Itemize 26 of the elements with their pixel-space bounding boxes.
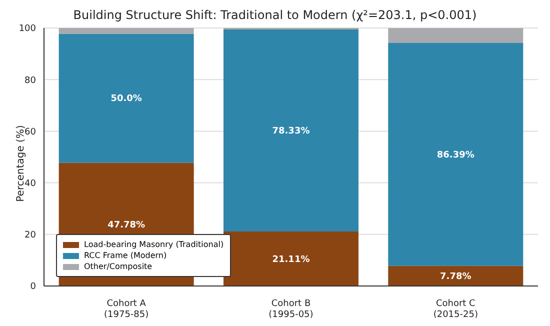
data-label: 21.11% xyxy=(272,254,310,265)
chart-title: Building Structure Shift: Traditional to Modern (χ²=203.1, p<0.001) xyxy=(72,8,478,22)
y-tick-label: 40 xyxy=(24,178,36,189)
legend-label: Other/Composite xyxy=(84,262,152,271)
y-axis-title: Percentage (%) xyxy=(16,124,26,204)
legend-label: RCC Frame (Modern) xyxy=(84,251,167,260)
data-label: 47.78% xyxy=(108,220,146,230)
bar xyxy=(388,28,524,44)
x-tick-label: Cohort B (1995-05) xyxy=(268,299,314,320)
y-tick-label: 60 xyxy=(24,127,36,138)
bar xyxy=(58,34,194,163)
data-label: 7.78% xyxy=(440,272,472,282)
data-label: 86.39% xyxy=(436,150,474,160)
x-tick-label: Cohort A (1975-85) xyxy=(104,299,149,320)
y-tick-label: 80 xyxy=(24,76,36,86)
y-tick-label: 0 xyxy=(30,282,36,292)
data-label: 50.0% xyxy=(110,94,142,104)
y-tick-label: 20 xyxy=(24,230,36,241)
bar xyxy=(58,28,194,34)
x-tick-label: Cohort C (2015-25) xyxy=(433,299,478,320)
legend-label: Load-bearing Masonry (Traditional) xyxy=(84,240,224,249)
bar xyxy=(223,29,358,232)
y-tick-label: 100 xyxy=(18,24,36,34)
bar xyxy=(388,43,524,266)
data-label: 78.33% xyxy=(272,126,310,136)
bar xyxy=(388,266,524,286)
